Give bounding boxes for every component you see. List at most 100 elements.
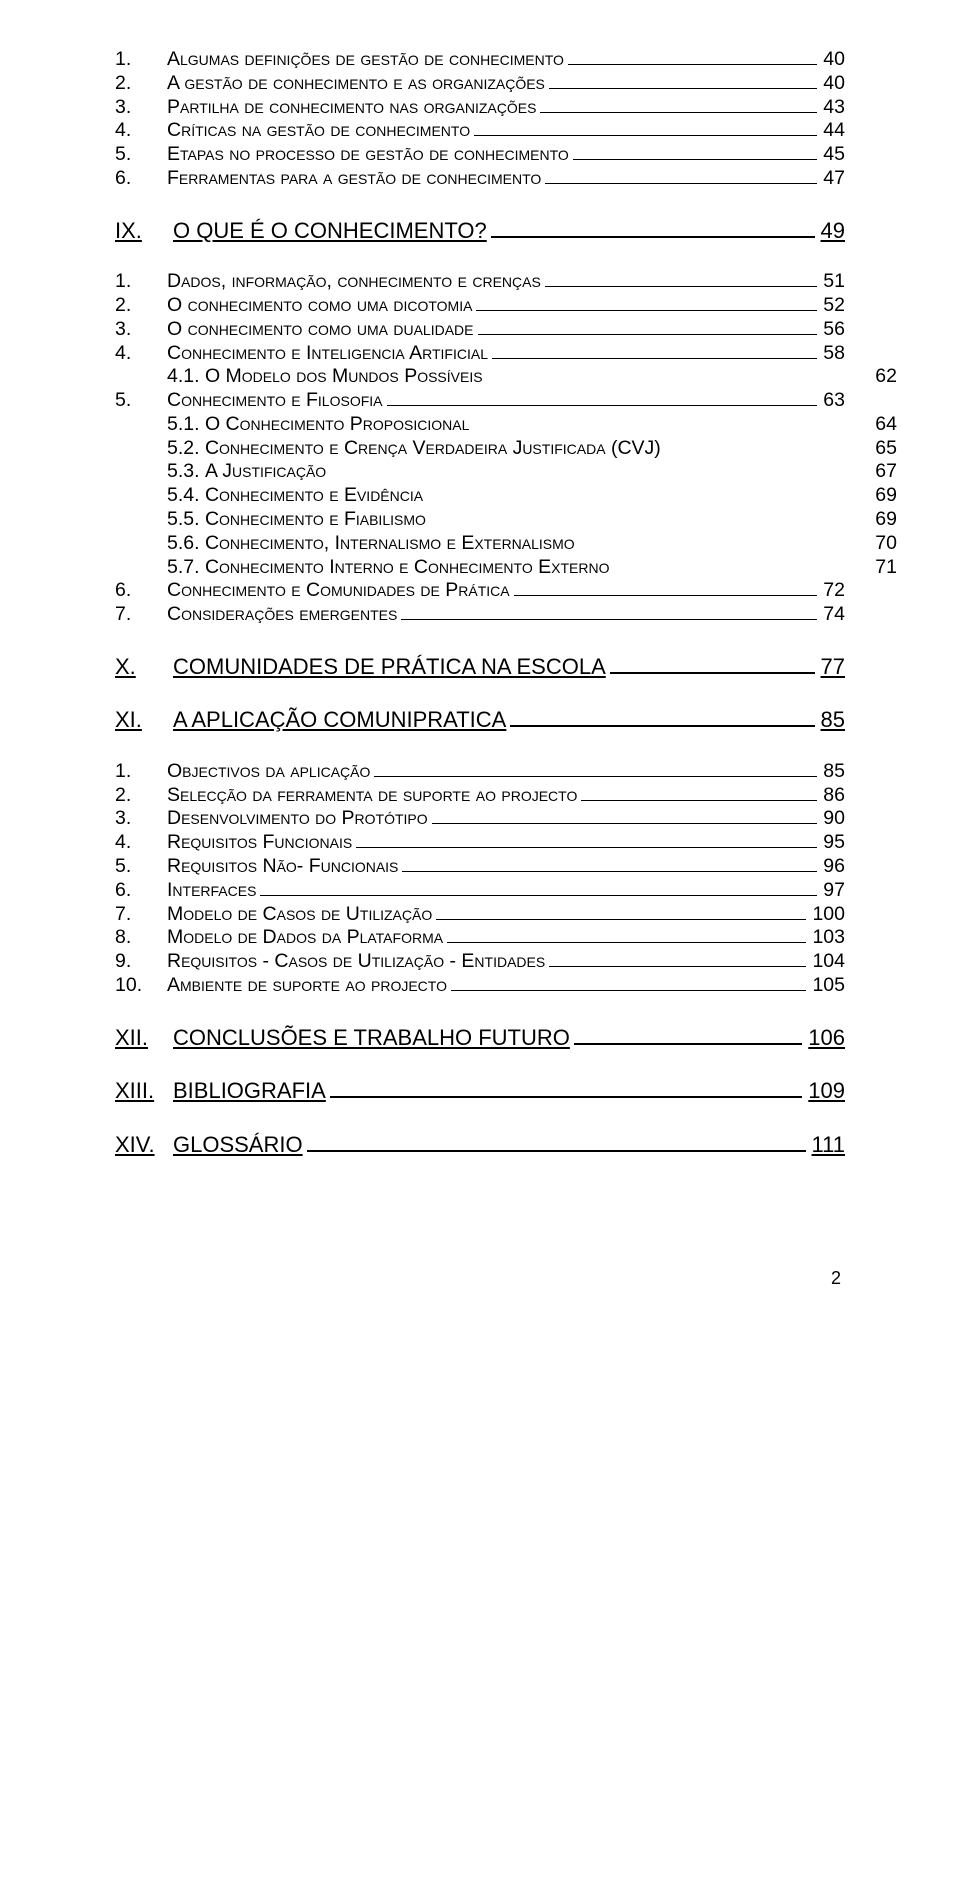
toc-title: Conhecimento e Crença Verdadeira Justifi… (205, 437, 661, 461)
toc-num: 5.5. (167, 508, 205, 532)
toc-page-number: 43 (823, 96, 845, 120)
toc-title: Etapas no processo de gestão de conhecim… (167, 143, 569, 167)
toc-row: 2.A gestão de conhecimento e as organiza… (115, 72, 845, 96)
toc-page-number: 103 (812, 926, 845, 950)
toc-row: 5.7. Conhecimento Interno e Conhecimento… (115, 556, 897, 580)
toc-title: Conhecimento e Comunidades de Prática (167, 579, 510, 603)
toc-num: 1. (115, 48, 167, 72)
toc-num: 10. (115, 974, 167, 998)
toc-page-number: 62 (875, 365, 897, 389)
toc-num: 7. (115, 903, 167, 927)
toc-leader (492, 344, 817, 359)
toc-leader (568, 50, 817, 65)
toc-row: 9.Requisitos - Casos de Utilização - Ent… (115, 950, 845, 974)
toc-num: 2. (115, 784, 167, 808)
toc-num: 2. (115, 72, 167, 96)
toc-title: O Modelo dos Mundos Possíveis (205, 365, 483, 389)
toc-row: 7.Modelo de Casos de Utilização100 (115, 903, 845, 927)
toc-title: GLOSSÁRIO (173, 1131, 303, 1159)
toc-row: 6.Interfaces 97 (115, 879, 845, 903)
toc-row: 10.Ambiente de suporte ao projecto105 (115, 974, 845, 998)
toc-row: 2.O conhecimento como uma dicotomia 52 (115, 294, 845, 318)
toc-leader (387, 391, 818, 406)
toc-row: XII.CONCLUSÕES E TRABALHO FUTURO106 (115, 1024, 845, 1052)
toc-num: 4. (115, 119, 167, 143)
toc-num: 6. (115, 879, 167, 903)
toc-page-number: 85 (823, 760, 845, 784)
toc-title: Considerações emergentes (167, 603, 397, 627)
toc-leader (402, 857, 817, 872)
toc-num: XII. (115, 1024, 173, 1052)
toc-num: 5.1. (167, 413, 205, 437)
toc-title: A Justificação (205, 460, 326, 484)
toc-title: BIBLIOGRAFIA (173, 1077, 326, 1105)
toc-leader (436, 905, 806, 920)
toc-title: Conhecimento e Inteligencia Artificial (167, 342, 488, 366)
toc-page-number: 52 (823, 294, 845, 318)
toc-title: Conhecimento e Fiabilismo (205, 508, 426, 532)
toc-title: O QUE É O CONHECIMENTO? (173, 217, 487, 245)
toc-row: 4.Críticas na gestão de conhecimento44 (115, 119, 845, 143)
toc-title: Requisitos - Casos de Utilização - Entid… (167, 950, 545, 974)
toc-page-number: 70 (875, 532, 897, 556)
toc-row: 4.1. O Modelo dos Mundos Possíveis62 (115, 365, 897, 389)
toc-page-number: 58 (823, 342, 845, 366)
vertical-gap (115, 627, 845, 653)
toc-page-number: 64 (875, 413, 897, 437)
toc-leader (374, 762, 817, 777)
toc-leader (573, 145, 818, 160)
toc-page-number: 111 (812, 1131, 845, 1159)
toc-page-number: 51 (823, 270, 845, 294)
vertical-gap (115, 1051, 845, 1077)
toc-leader (474, 121, 817, 136)
toc-num: 1. (115, 270, 167, 294)
toc-leader (330, 1080, 802, 1099)
toc-page-number: 63 (823, 389, 845, 413)
toc-leader (491, 219, 815, 238)
toc-num: 4. (115, 342, 167, 366)
toc-row: 5.1. O Conhecimento Proposicional64 (115, 413, 897, 437)
toc-num: 8. (115, 926, 167, 950)
toc-page-number: 97 (823, 879, 845, 903)
toc-page-number: 40 (823, 72, 845, 96)
toc-page-number: 86 (823, 784, 845, 808)
toc-leader (540, 98, 817, 113)
toc-num: 6. (115, 579, 167, 603)
toc-row: 8.Modelo de Dados da Plataforma103 (115, 926, 845, 950)
toc-title: Conhecimento e Evidência (205, 484, 423, 508)
toc-page-number: 40 (823, 48, 845, 72)
toc-page-number: 67 (875, 460, 897, 484)
toc-leader (549, 74, 817, 89)
toc-title: Selecção da ferramenta de suporte ao pro… (167, 784, 577, 808)
toc-title: Algumas definições de gestão de conhecim… (167, 48, 564, 72)
toc-leader (307, 1133, 806, 1152)
toc-leader (610, 655, 815, 674)
toc-title: O conhecimento como uma dicotomia (167, 294, 472, 318)
toc-leader (401, 605, 817, 620)
toc-row: 5.5. Conhecimento e Fiabilismo69 (115, 508, 897, 532)
toc-page-number: 47 (823, 167, 845, 191)
toc-num: 7. (115, 603, 167, 627)
toc-row: 1.Dados, informação, conhecimento e cren… (115, 270, 845, 294)
toc-row: 5.4. Conhecimento e Evidência69 (115, 484, 897, 508)
toc-row: 7.Considerações emergentes74 (115, 603, 845, 627)
toc-row: X.COMUNIDADES DE PRÁTICA NA ESCOLA77 (115, 653, 845, 681)
toc-row: XI.A APLICAÇÃO COMUNIPRATICA85 (115, 706, 845, 734)
toc-title: Conhecimento Interno e Conhecimento Exte… (205, 556, 610, 580)
toc-num: 5.6. (167, 532, 205, 556)
toc-row: IX.O QUE É O CONHECIMENTO?49 (115, 217, 845, 245)
toc-row: 5.6. Conhecimento, Internalismo e Extern… (115, 532, 897, 556)
toc-title: Conhecimento e Filosofia (167, 389, 383, 413)
toc-num: 2. (115, 294, 167, 318)
toc-title: A APLICAÇÃO COMUNIPRATICA (173, 706, 506, 734)
toc-num: 4. (115, 831, 167, 855)
toc-leader (476, 296, 817, 311)
toc-page-number: 44 (823, 119, 845, 143)
toc-title: Interfaces (167, 879, 256, 903)
toc-leader (356, 833, 817, 848)
toc-row: 4.Conhecimento e Inteligencia Artificial… (115, 342, 845, 366)
toc-title: O conhecimento como uma dualidade (167, 318, 474, 342)
toc-num: 6. (115, 167, 167, 191)
toc-row: 5.Etapas no processo de gestão de conhec… (115, 143, 845, 167)
toc-page-number: 56 (823, 318, 845, 342)
